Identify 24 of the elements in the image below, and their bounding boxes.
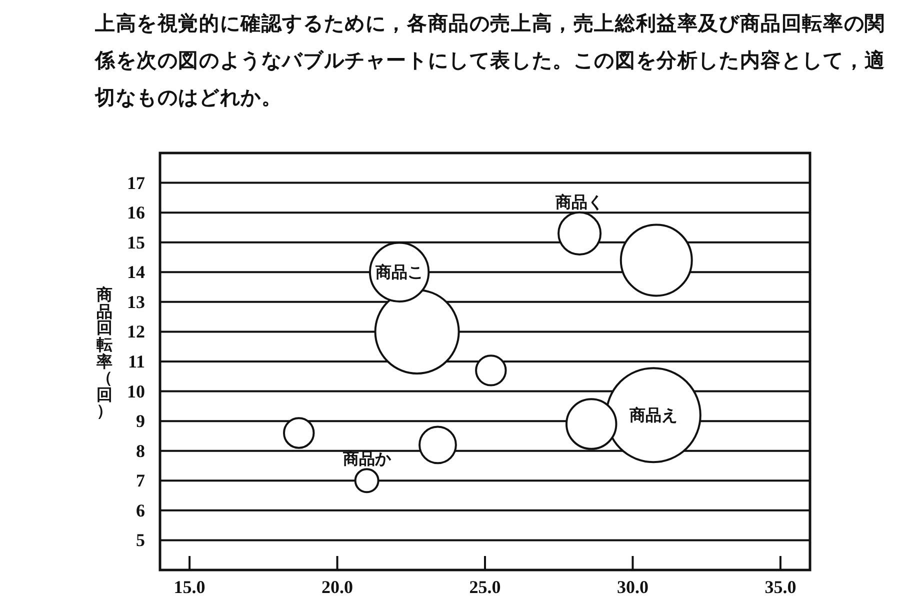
y-tick-label: 12	[127, 322, 145, 342]
y-tick-label: 9	[136, 411, 145, 432]
y-tick-label: 8	[136, 440, 145, 461]
y-tick-label: 15	[127, 232, 145, 252]
y-tick-label: 5	[136, 530, 145, 550]
y-tick-label: 17	[127, 172, 145, 193]
x-tick-label: 20.0	[322, 577, 354, 597]
y-tick-label: 13	[127, 292, 145, 312]
title: 上高を視覚的に確認するために，各商品の売上高，売上総利益率及び商品回転率の関係を次の図のようなバブルチャートにして表した。この図を分析した内容として，適切なものはどれか。	[95, 10, 886, 111]
x-tick-label: 15.0	[174, 577, 206, 597]
y-tick-label: 11	[128, 352, 145, 372]
x-tick-label: 25.0	[469, 577, 501, 597]
x-tick-label: 30.0	[616, 577, 648, 597]
annotation: 商品こ	[375, 262, 424, 282]
x-tick-label: 35.0	[764, 577, 796, 597]
y-tick-label: 6	[136, 500, 145, 520]
y-tick-label: 14	[127, 262, 145, 282]
annotation: 商品え	[629, 406, 678, 425]
annotation: 商品か	[342, 449, 391, 468]
y-tick-label: 16	[127, 202, 145, 223]
y-tick-label: 7	[136, 470, 145, 491]
annotation: 商品く	[556, 192, 604, 212]
ylabel: 商品回転率（回）	[96, 287, 113, 420]
y-tick-label: 10	[127, 381, 145, 402]
